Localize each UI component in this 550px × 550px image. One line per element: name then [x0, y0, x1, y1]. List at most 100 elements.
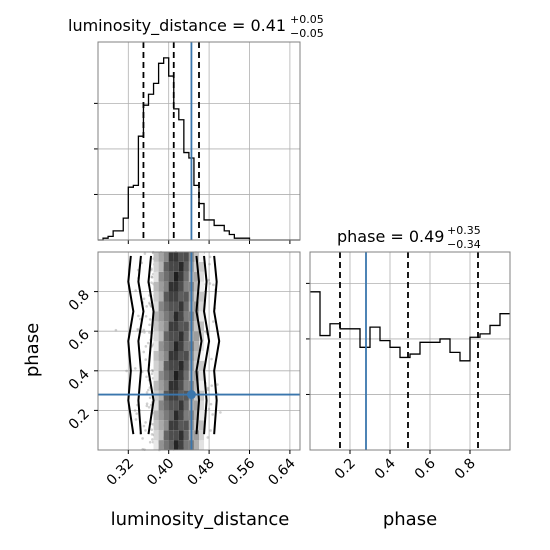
right-panel-bg	[310, 252, 510, 450]
joint-y-tick-label: 0.8	[66, 287, 93, 314]
sample-point	[137, 314, 140, 318]
density-cell	[199, 252, 205, 262]
density-cell	[168, 351, 174, 361]
sample-point	[219, 411, 222, 414]
density-cell	[173, 291, 179, 302]
density-cell	[163, 400, 169, 411]
sample-point	[133, 409, 137, 412]
density-cell	[158, 380, 164, 391]
density-cell	[173, 331, 179, 342]
sample-point	[210, 384, 214, 387]
density-cell	[183, 261, 189, 272]
density-cell	[193, 440, 199, 450]
density-cell	[193, 331, 199, 342]
sample-point	[209, 429, 212, 432]
density-cell	[178, 301, 184, 312]
sample-point	[139, 317, 142, 321]
density-cell	[199, 380, 205, 391]
density-cell	[183, 301, 189, 312]
density-cell	[153, 440, 159, 450]
sample-point	[148, 440, 152, 444]
density-cell	[193, 410, 199, 421]
sample-point	[114, 328, 118, 332]
sample-point	[136, 327, 140, 331]
density-cell	[199, 271, 205, 282]
density-cell	[153, 360, 159, 371]
density-cell	[183, 390, 189, 401]
density-cell	[173, 351, 179, 361]
density-cell	[168, 370, 174, 381]
density-cell	[178, 400, 184, 411]
sample-point	[206, 388, 210, 392]
density-cell	[153, 271, 159, 282]
density-cell	[173, 261, 179, 272]
density-cell	[168, 390, 174, 401]
phase-x-tick-label: 0.2	[332, 456, 359, 483]
joint-x-tick-label: 0.48	[185, 456, 218, 489]
sample-point	[142, 328, 146, 332]
density-cell	[163, 420, 169, 431]
joint-density-panel: 0.32 0.40 0.48 0.56 0.64 0.2 0.4 0.6 0.8	[66, 250, 301, 489]
density-cell	[193, 351, 199, 361]
sample-point	[212, 320, 215, 323]
density-cell	[178, 390, 184, 401]
sample-point	[150, 268, 153, 272]
density-cell	[158, 430, 164, 441]
density-cell	[193, 341, 199, 351]
density-cell	[199, 321, 205, 332]
density-cell	[199, 440, 205, 450]
sample-point	[133, 367, 137, 370]
sample-point	[150, 275, 154, 279]
sample-point	[134, 289, 137, 292]
density-cell	[183, 252, 189, 262]
density-cell	[168, 400, 174, 411]
sample-point	[146, 341, 150, 345]
joint-x-tick-label: 0.64	[265, 455, 298, 488]
sample-point	[145, 402, 149, 405]
density-cell	[183, 321, 189, 332]
density-cell	[173, 271, 179, 282]
joint-x-tick-label: 0.56	[225, 455, 258, 488]
density-cell	[173, 321, 179, 332]
density-cell	[158, 390, 164, 401]
phase-title-plus: +0.35	[447, 224, 481, 237]
density-cell	[199, 291, 205, 302]
sample-point	[208, 262, 211, 266]
density-cell	[183, 410, 189, 421]
density-cell	[158, 420, 164, 431]
sample-point	[210, 357, 213, 361]
sample-point	[150, 433, 154, 436]
sample-point	[142, 350, 146, 354]
density-cell	[153, 311, 159, 322]
sample-point	[148, 323, 151, 327]
density-cell	[163, 390, 169, 401]
density-cell	[199, 281, 205, 292]
density-cell	[173, 370, 179, 381]
density-cell	[193, 271, 199, 282]
density-cell	[168, 291, 174, 302]
contour-right-line	[195, 255, 203, 435]
contour-left-line	[147, 255, 155, 435]
sample-point	[150, 372, 154, 376]
density-cell	[178, 380, 184, 391]
density-cell	[183, 291, 189, 302]
density-cell	[173, 420, 179, 431]
density-cell	[163, 291, 169, 302]
density-cell	[168, 410, 174, 421]
phase-title: phase = 0.49	[337, 227, 444, 246]
sample-point	[142, 424, 146, 428]
density-cell	[163, 261, 169, 272]
density-cell	[193, 390, 199, 401]
density-cell	[178, 351, 184, 361]
sample-point	[145, 391, 149, 394]
density-cell	[163, 360, 169, 371]
density-cell	[163, 341, 169, 351]
sample-point	[207, 407, 211, 411]
density-cell	[193, 261, 199, 272]
density-cell	[168, 331, 174, 342]
x-axis-label: luminosity_distance	[111, 509, 290, 530]
density-cell	[199, 370, 205, 381]
sample-point	[147, 405, 151, 409]
density-cell	[168, 261, 174, 272]
density-cell	[153, 261, 159, 272]
